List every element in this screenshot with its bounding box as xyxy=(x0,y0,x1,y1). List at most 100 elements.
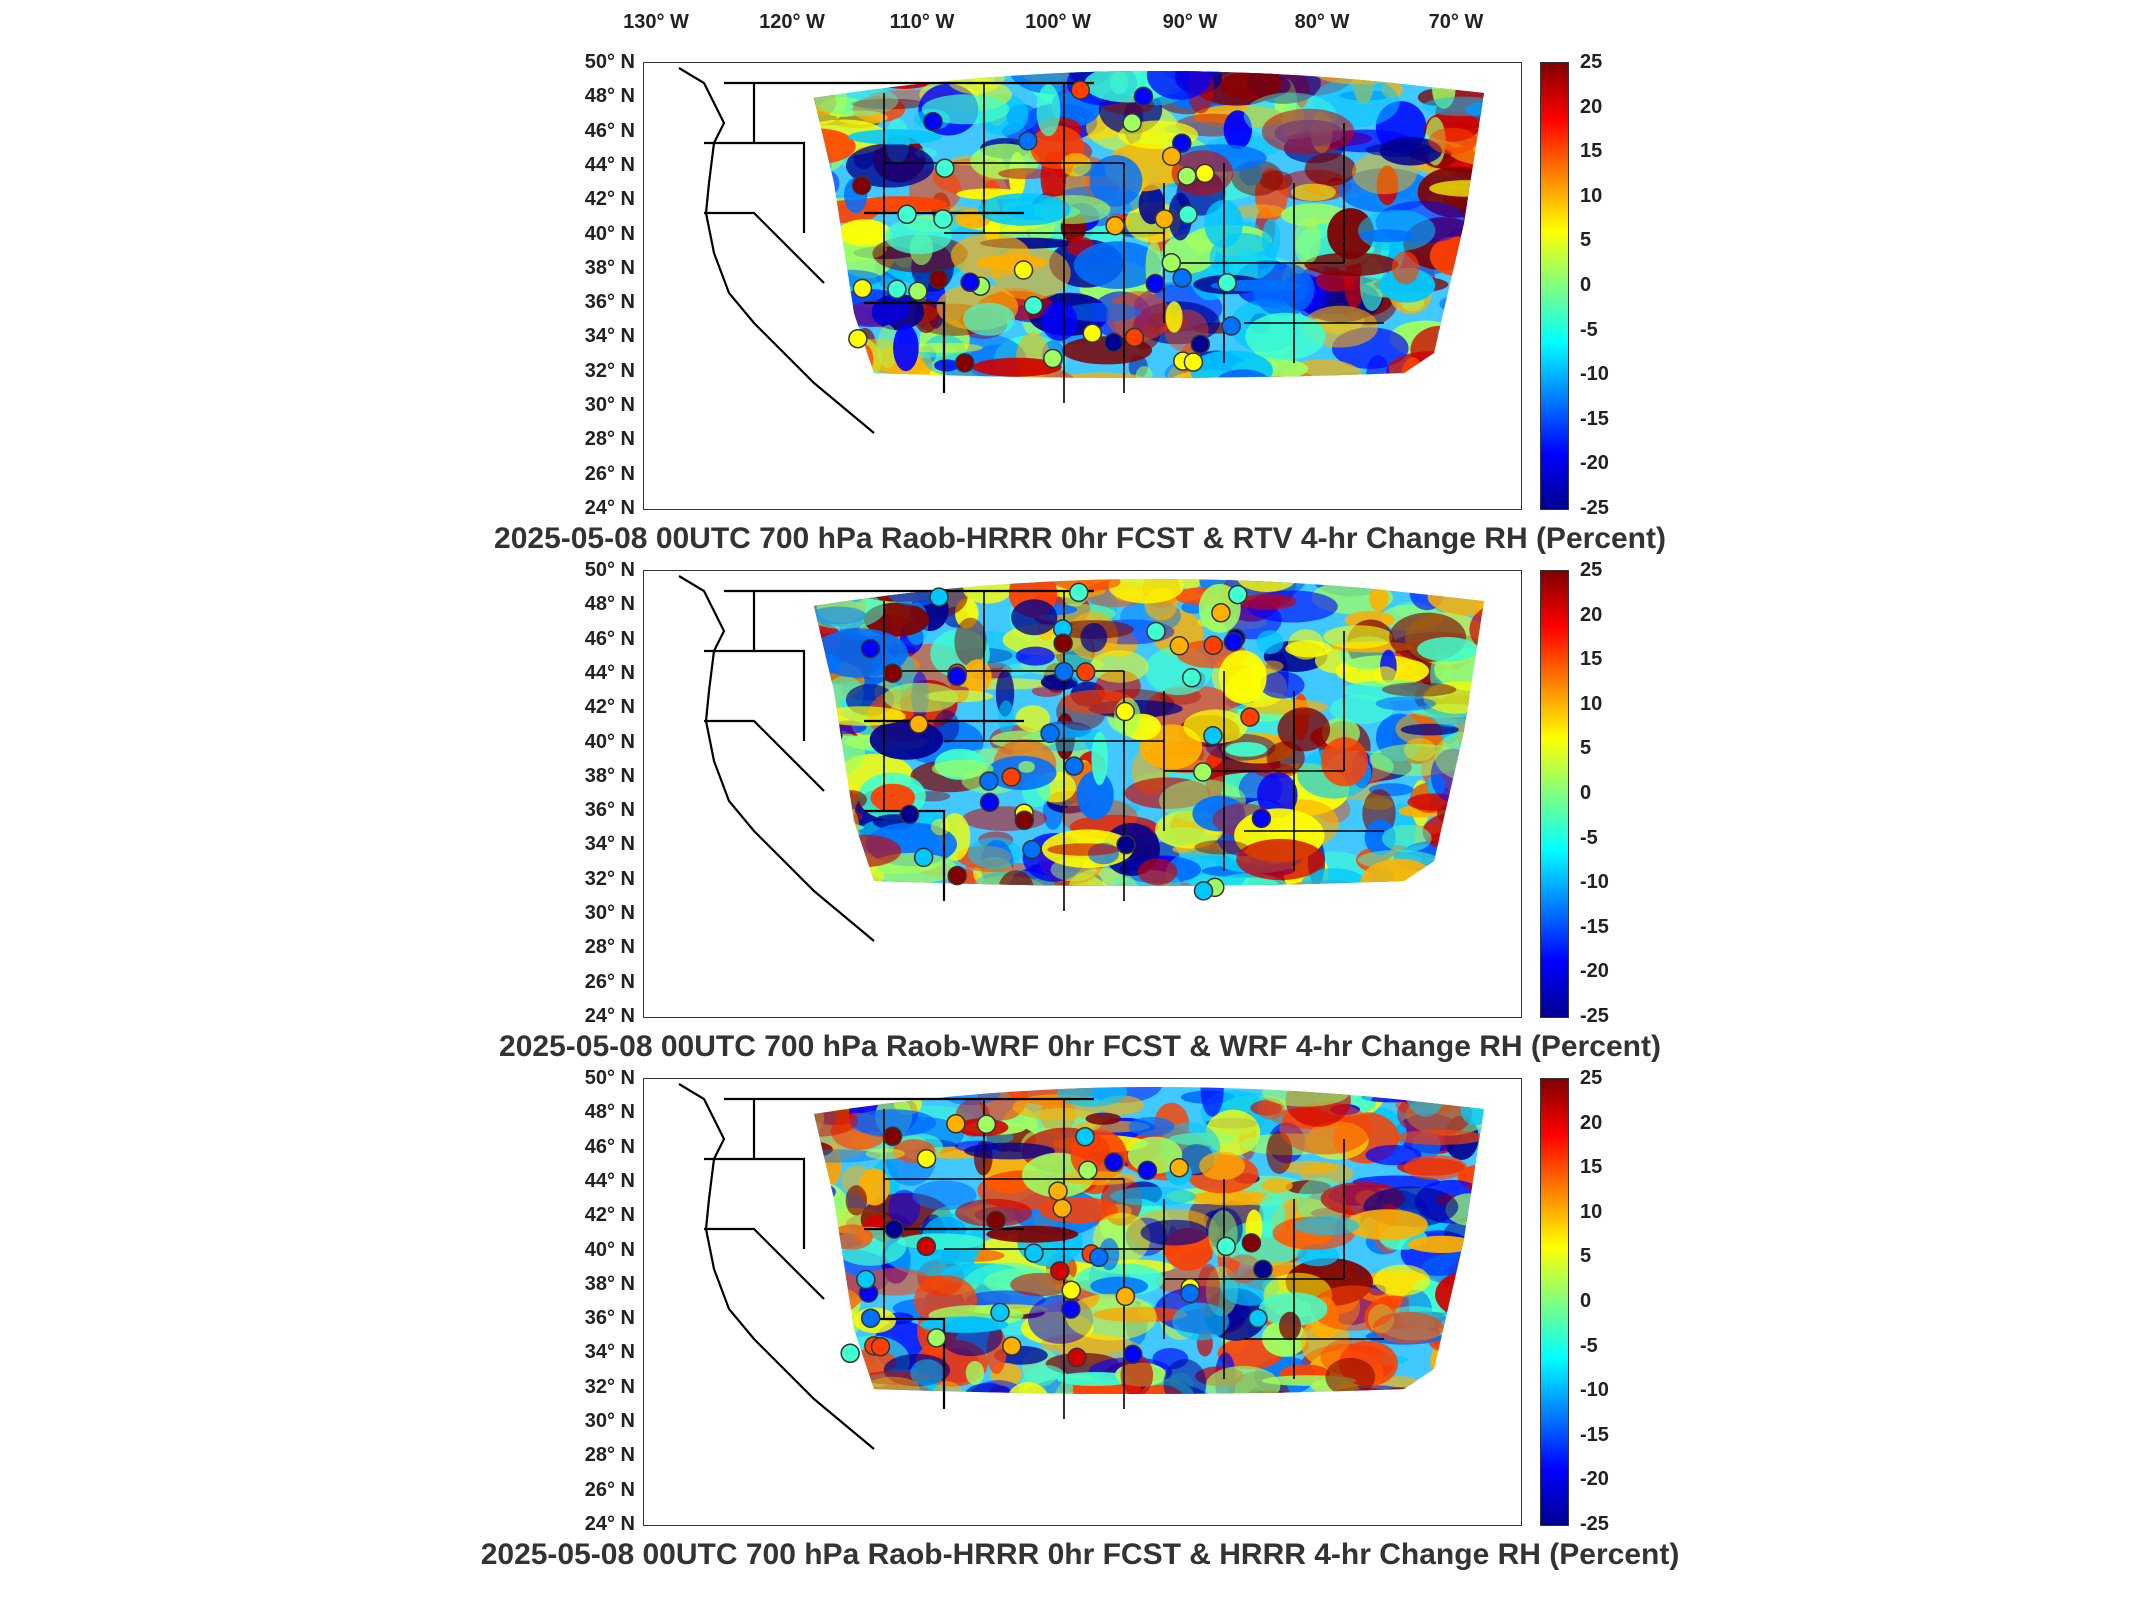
raob-station-marker[interactable] xyxy=(1040,723,1060,744)
raob-station-marker[interactable] xyxy=(1052,1198,1072,1219)
raob-station-marker[interactable] xyxy=(1183,352,1204,372)
raob-station-marker[interactable] xyxy=(916,1148,937,1169)
raob-station-marker[interactable] xyxy=(1217,273,1237,293)
raob-station-marker[interactable] xyxy=(1061,1280,1081,1301)
raob-station-marker[interactable] xyxy=(860,638,881,659)
raob-station-marker[interactable] xyxy=(840,1343,860,1364)
raob-station-marker[interactable] xyxy=(954,353,975,373)
raob-station-marker[interactable] xyxy=(1181,668,1202,688)
raob-station-marker[interactable] xyxy=(856,1269,876,1290)
raob-station-marker[interactable] xyxy=(1161,253,1182,273)
raob-station-marker[interactable] xyxy=(1241,1233,1262,1253)
raob-station-marker[interactable] xyxy=(1203,726,1223,746)
raob-station-marker[interactable] xyxy=(1190,334,1211,354)
raob-station-marker[interactable] xyxy=(887,279,907,300)
raob-station-marker[interactable] xyxy=(1064,756,1084,776)
raob-station-marker[interactable] xyxy=(1172,268,1192,288)
raob-station-marker[interactable] xyxy=(852,278,873,299)
raob-station-marker[interactable] xyxy=(1216,1236,1236,1257)
raob-station-marker[interactable] xyxy=(882,1126,903,1147)
raob-station-marker[interactable] xyxy=(947,666,967,686)
raob-station-marker[interactable] xyxy=(1001,767,1022,787)
raob-station-marker[interactable] xyxy=(1203,635,1223,656)
map-frame[interactable] xyxy=(643,62,1522,510)
raob-station-marker[interactable] xyxy=(923,111,943,132)
raob-station-marker[interactable] xyxy=(1145,273,1166,294)
map-frame[interactable] xyxy=(643,1078,1522,1526)
raob-station-marker[interactable] xyxy=(947,865,967,886)
raob-station-marker[interactable] xyxy=(1180,1283,1200,1304)
raob-station-marker[interactable] xyxy=(870,1336,891,1357)
raob-station-marker[interactable] xyxy=(976,1114,997,1135)
raob-station-marker[interactable] xyxy=(851,175,872,196)
raob-station-marker[interactable] xyxy=(1075,662,1096,682)
raob-station-marker[interactable] xyxy=(1002,1336,1022,1356)
raob-station-marker[interactable] xyxy=(1089,1247,1109,1268)
raob-station-marker[interactable] xyxy=(1022,839,1042,860)
raob-station-marker[interactable] xyxy=(882,663,903,683)
raob-station-marker[interactable] xyxy=(1070,80,1091,100)
raob-station-marker[interactable] xyxy=(1122,1344,1143,1365)
raob-station-marker[interactable] xyxy=(935,158,955,178)
raob-station-marker[interactable] xyxy=(1043,348,1063,369)
raob-station-marker[interactable] xyxy=(1013,260,1034,280)
raob-station-marker[interactable] xyxy=(1193,881,1214,901)
raob-station-marker[interactable] xyxy=(1024,1243,1044,1263)
raob-station-marker[interactable] xyxy=(946,1114,966,1134)
raob-station-marker[interactable] xyxy=(913,847,934,868)
raob-station-marker[interactable] xyxy=(1116,834,1136,855)
raob-station-marker[interactable] xyxy=(1195,163,1215,184)
raob-station-marker[interactable] xyxy=(1253,1259,1273,1280)
raob-station-marker[interactable] xyxy=(1223,632,1244,652)
raob-station-marker[interactable] xyxy=(933,209,953,229)
raob-station-marker[interactable] xyxy=(1169,636,1190,656)
raob-station-marker[interactable] xyxy=(1061,1299,1081,1319)
raob-station-marker[interactable] xyxy=(1103,332,1124,353)
raob-station-marker[interactable] xyxy=(908,281,928,302)
raob-station-marker[interactable] xyxy=(1067,1347,1087,1368)
raob-station-marker[interactable] xyxy=(1053,633,1073,653)
raob-station-marker[interactable] xyxy=(1048,1181,1068,1201)
raob-station-marker[interactable] xyxy=(979,771,999,791)
raob-station-marker[interactable] xyxy=(1133,86,1154,107)
raob-station-marker[interactable] xyxy=(1154,209,1175,229)
raob-station-marker[interactable] xyxy=(1078,1160,1098,1181)
raob-station-marker[interactable] xyxy=(986,1210,1006,1231)
raob-station-marker[interactable] xyxy=(1137,1160,1158,1181)
raob-station-marker[interactable] xyxy=(1240,707,1260,727)
raob-station-marker[interactable] xyxy=(1054,661,1074,682)
raob-station-marker[interactable] xyxy=(1146,621,1166,642)
raob-station-marker[interactable] xyxy=(1211,603,1231,623)
raob-station-marker[interactable] xyxy=(884,1219,905,1239)
raob-station-marker[interactable] xyxy=(979,792,1000,813)
raob-station-marker[interactable] xyxy=(908,714,929,734)
raob-station-marker[interactable] xyxy=(929,587,949,607)
raob-station-marker[interactable] xyxy=(1193,762,1213,782)
raob-station-marker[interactable] xyxy=(897,204,917,225)
raob-station-marker[interactable] xyxy=(1169,1157,1189,1178)
raob-station-marker[interactable] xyxy=(1105,215,1125,236)
raob-station-marker[interactable] xyxy=(916,1236,937,1257)
raob-station-marker[interactable] xyxy=(960,272,980,293)
raob-station-marker[interactable] xyxy=(1104,1152,1124,1172)
raob-station-marker[interactable] xyxy=(848,328,868,349)
raob-station-marker[interactable] xyxy=(990,1302,1010,1323)
raob-station-marker[interactable] xyxy=(860,1308,881,1328)
raob-station-marker[interactable] xyxy=(1177,166,1197,186)
raob-station-marker[interactable] xyxy=(1075,1126,1095,1147)
raob-station-marker[interactable] xyxy=(928,269,949,289)
raob-station-marker[interactable] xyxy=(1082,323,1103,344)
raob-station-marker[interactable] xyxy=(1069,582,1089,603)
raob-station-marker[interactable] xyxy=(1124,327,1145,348)
raob-station-marker[interactable] xyxy=(1018,131,1038,151)
raob-station-marker[interactable] xyxy=(899,804,920,825)
raob-station-marker[interactable] xyxy=(1023,295,1044,316)
raob-station-marker[interactable] xyxy=(1161,146,1182,167)
raob-station-marker[interactable] xyxy=(1251,808,1272,829)
map-frame[interactable] xyxy=(643,570,1522,1018)
raob-station-marker[interactable] xyxy=(1014,810,1035,831)
raob-station-marker[interactable] xyxy=(1172,133,1192,153)
raob-station-marker[interactable] xyxy=(1050,1261,1070,1281)
raob-station-marker[interactable] xyxy=(1221,316,1241,336)
raob-station-marker[interactable] xyxy=(926,1328,947,1348)
